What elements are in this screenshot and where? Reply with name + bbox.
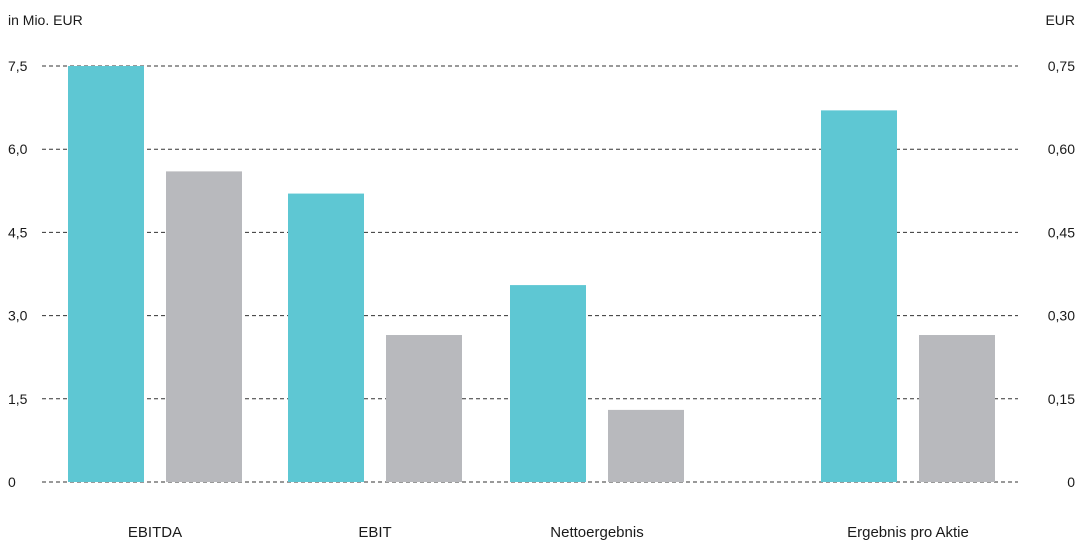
bar-ergebnis-pro-aktie-2 (919, 335, 995, 482)
bar-ebit-1 (288, 193, 364, 482)
left-tick-label: 3,0 (8, 308, 28, 324)
right-tick-label: 0,60 (1048, 141, 1075, 157)
category-label: EBITDA (128, 524, 182, 541)
left-axis-ticks: 0 1,5 3,0 4,5 6,0 7,5 (8, 58, 28, 490)
bar-nettoergebnis-2 (608, 409, 684, 482)
right-tick-label: 0 (1067, 474, 1075, 490)
bar-ebitda-2 (166, 171, 242, 483)
right-tick-label: 0,75 (1048, 58, 1075, 74)
left-tick-label: 6,0 (8, 141, 28, 157)
left-tick-label: 1,5 (8, 391, 28, 407)
right-tick-label: 0,45 (1048, 224, 1075, 240)
category-label: EBIT (358, 524, 391, 541)
category-label: Nettoergebnis (550, 524, 643, 541)
bars (68, 66, 995, 483)
bar-ebitda-1 (68, 66, 144, 482)
left-tick-label: 4,5 (8, 224, 28, 240)
left-axis-unit-label: in Mio. EUR (8, 12, 83, 28)
bar-nettoergebnis-1 (510, 285, 586, 482)
right-tick-label: 0,15 (1048, 391, 1075, 407)
right-axis-unit-label: EUR (1045, 12, 1075, 28)
right-axis-ticks: 0 0,15 0,30 0,45 0,60 0,75 (1048, 58, 1075, 490)
bar-ebit-2 (386, 335, 462, 482)
right-tick-label: 0,30 (1048, 308, 1075, 324)
category-labels: EBITDA EBIT Nettoergebnis Ergebnis pro Akti… (128, 524, 969, 541)
category-label: Ergebnis pro Aktie (847, 524, 969, 541)
left-tick-label: 7,5 (8, 58, 28, 74)
left-tick-label: 0 (8, 474, 16, 490)
bar-ergebnis-pro-aktie-1 (821, 110, 897, 482)
